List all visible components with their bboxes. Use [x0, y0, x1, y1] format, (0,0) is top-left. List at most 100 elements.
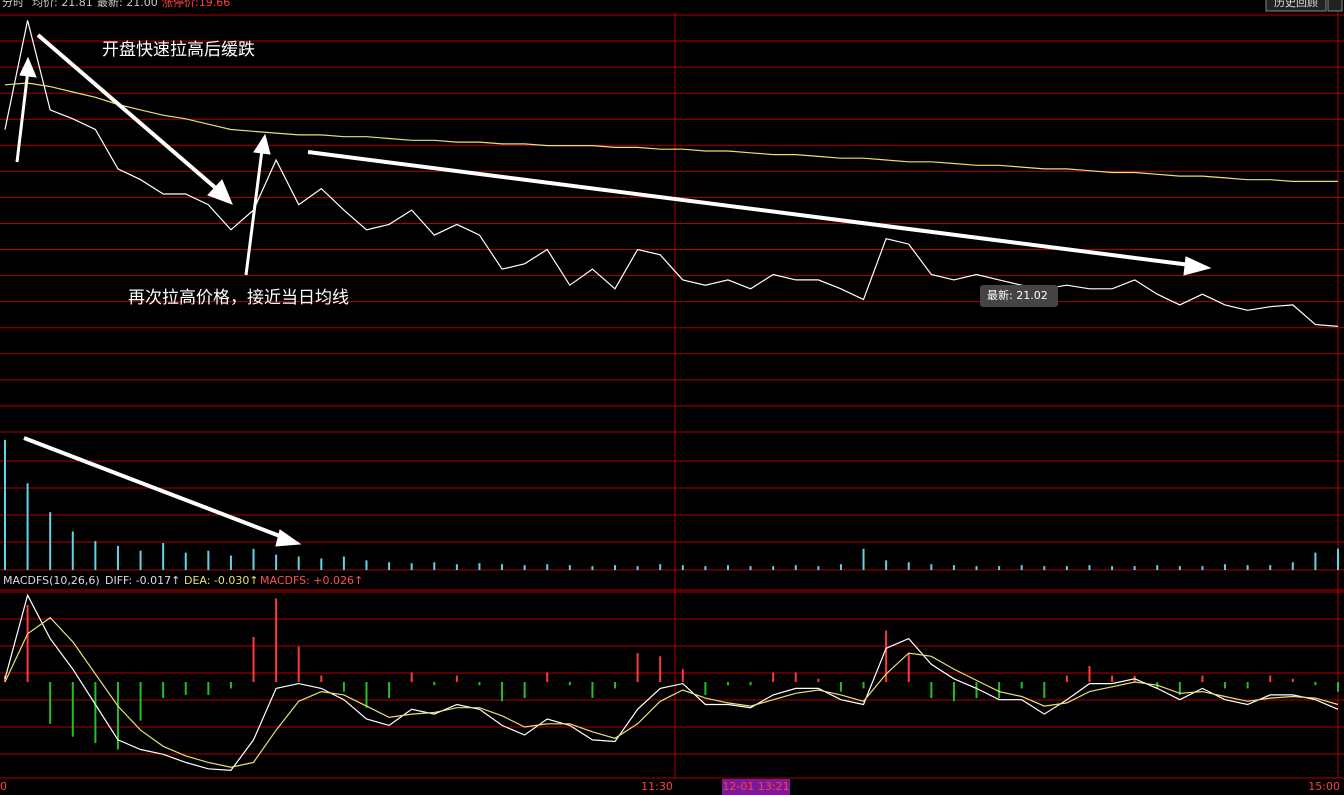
volume-bar — [139, 550, 142, 570]
volume-bar — [659, 564, 662, 570]
volume-bar — [726, 565, 729, 570]
macd-bar — [523, 682, 526, 699]
macd-bar — [49, 682, 52, 724]
annotation: 开盘快速拉高后缓跌 — [102, 40, 255, 60]
volume-bar — [772, 566, 775, 570]
cursor-box — [722, 779, 790, 795]
volume-bar — [388, 562, 391, 570]
volume-bar — [794, 565, 797, 570]
volume-bar — [320, 558, 323, 570]
macd-name: MACDFS(10,26,6) — [3, 574, 100, 587]
volume-bar — [930, 564, 933, 570]
macd-bar — [546, 672, 549, 682]
line — [4, 593, 1339, 772]
volume-bar — [862, 548, 865, 570]
volume-bar — [26, 483, 29, 570]
grid — [0, 14, 1344, 755]
volume-bar — [1246, 565, 1249, 570]
macd-bar — [1201, 675, 1204, 682]
last-price: 最新: 21.00 — [97, 0, 158, 9]
macd-bar — [410, 672, 413, 682]
macd-bar — [1043, 682, 1046, 699]
annotation: 再次拉高价格，接近当日均线 — [128, 288, 349, 308]
volume-bar — [455, 564, 458, 570]
macd-bar — [975, 682, 978, 699]
marks — [4, 20, 1339, 772]
volume-bar — [952, 565, 955, 570]
macd-bar — [930, 682, 933, 699]
macd-bar — [749, 682, 752, 686]
macd-bar — [591, 682, 594, 699]
volume-bar — [1201, 566, 1204, 570]
avg-price: 均价: 21.81 — [32, 0, 93, 9]
macd-bar — [275, 598, 278, 682]
volume-bar — [998, 566, 1001, 570]
volume-bar — [1043, 566, 1046, 570]
volume-bar — [749, 566, 752, 570]
volume-bar — [817, 566, 820, 570]
volume-bar — [207, 550, 210, 570]
volume-bar — [229, 555, 232, 570]
tooltip-box — [980, 285, 1058, 307]
macd-diff: DIFF: -0.017↑ — [105, 574, 180, 587]
macd-bar — [71, 682, 74, 737]
macd-bar — [1269, 675, 1272, 682]
macd-bar — [297, 646, 300, 682]
volume-bar — [1020, 565, 1023, 570]
macd-bar — [726, 682, 729, 686]
volume-bar — [885, 560, 888, 570]
volume-bar — [704, 566, 707, 570]
volume-bar — [478, 563, 481, 570]
macd-bar — [704, 682, 707, 695]
macd-bar — [455, 675, 458, 682]
volume-bar — [1269, 565, 1272, 570]
volume-bar — [591, 566, 594, 570]
macd-bar — [952, 682, 955, 702]
macd-bar — [94, 682, 97, 744]
volume-bar — [433, 562, 436, 570]
macd-bar — [885, 630, 888, 682]
volume-bar — [1065, 566, 1068, 570]
volume-bar — [568, 565, 571, 570]
macd-bar — [252, 637, 255, 682]
macd-bar — [139, 682, 142, 721]
macd-bar — [817, 678, 820, 682]
volume-bar — [49, 512, 52, 570]
macd-bar — [365, 682, 368, 708]
macd-bar — [862, 682, 865, 689]
time-label: 0 — [0, 780, 7, 793]
macd-bar — [614, 682, 617, 689]
volume-bar — [184, 552, 187, 570]
macd-bar — [1291, 678, 1294, 682]
volume-bar — [1156, 565, 1159, 570]
volume-bar — [636, 566, 639, 570]
tooltip: 最新: 21.02 — [987, 288, 1048, 302]
volume-bar — [907, 562, 910, 570]
volume-bar — [681, 565, 684, 570]
history-button[interactable] — [1265, 0, 1327, 12]
macd-bar — [1246, 682, 1249, 689]
history-button-label[interactable]: 历史回顾 — [1274, 0, 1318, 9]
macd-bar — [1065, 675, 1068, 682]
volume-bar — [523, 565, 526, 570]
macd-bar — [568, 682, 571, 686]
macd-bar — [681, 669, 684, 682]
time-label: 11:30 — [641, 780, 673, 793]
volume-bar — [297, 556, 300, 570]
macd-bar — [636, 653, 639, 682]
macd-bar — [794, 672, 797, 682]
mode: 分时 — [2, 0, 24, 9]
volume-bar — [1291, 562, 1294, 570]
macd-bar — [1178, 682, 1181, 695]
volume-bar — [94, 541, 97, 570]
close-button[interactable] — [1327, 0, 1343, 12]
limit-price: 涨停价:19.66 — [162, 0, 230, 9]
macd-bar — [184, 682, 187, 695]
volume-bar — [1111, 566, 1114, 570]
macd-bar — [772, 672, 775, 682]
line — [4, 82, 1338, 182]
volume-bar — [1178, 566, 1181, 570]
volume-bar — [1314, 552, 1317, 570]
volume-bar — [4, 439, 6, 570]
